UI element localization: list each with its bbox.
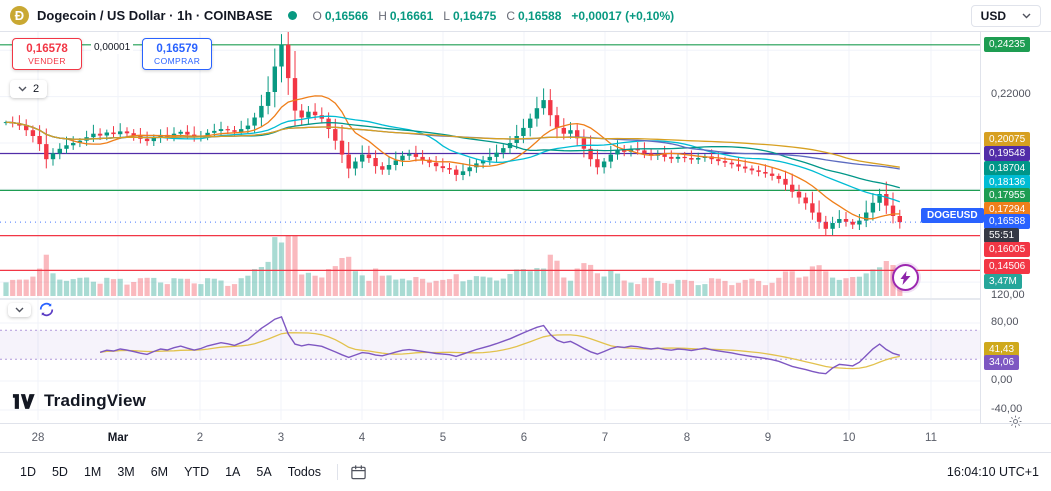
buy-button[interactable]: 0,16579 COMPRAR [142,38,213,70]
range-buttons: 1D 5D 1M 3M 6M YTD 1A 5A Todos [12,460,329,484]
countdown-tag: 55:51 [984,228,1020,243]
tradingview-wordmark: TradingView [44,391,147,410]
lightning-icon [900,270,911,285]
time-axis-label: 3 [277,432,285,444]
chevron-down-icon [18,86,27,92]
currency-selector[interactable]: USD [970,4,1041,27]
low-label: L [443,8,450,23]
price-axis-label: 0,22000 [991,88,1031,100]
price-axis-label: 0,18136 [984,175,1031,190]
hidden-indicator-count: 2 [33,83,40,95]
indicator-pane-controls [8,301,55,318]
time-axis-label: 8 [683,432,691,444]
rsi-signal-tag: 41,43 [984,342,1020,357]
chevron-down-icon [1022,13,1031,18]
time-axis-label: 7 [601,432,609,444]
price-axis-label: 0,17955 [984,188,1031,203]
range-button-5a[interactable]: 5A [248,460,279,484]
time-axis[interactable]: 28 Mar 2 3 4 5 6 7 8 9 10 11 [0,423,1051,452]
tradingview-mark-icon [12,393,35,409]
chart-header: Ð Dogecoin / US Dollar · 1h · COINBASE O… [0,0,1051,32]
chevron-down-icon [15,307,24,312]
spread-value: 0,00001 [91,41,134,54]
quick-trade-lightning-button[interactable] [892,264,919,291]
sell-label: VENDER [28,55,66,66]
bottom-toolbar: 1D 5D 1M 3M 6M YTD 1A 5A Todos 16:04:10 UTC+1 [0,452,1051,491]
high-value: 0,16661 [389,8,434,23]
sell-button[interactable]: 0,16578 VENDER [12,38,82,70]
chart-canvas[interactable] [0,32,980,423]
time-axis-label: 6 [520,432,528,444]
ohlc-values: O 0,16566 H 0,16661 L 0,16475 C 0,16588 +0,0… [305,9,674,23]
price-axis-label: -40,00 [991,403,1023,415]
price-axis-label: 0,17294 [984,202,1031,217]
time-axis-label: 11 [925,432,937,444]
time-axis-label: 2 [196,432,204,444]
calendar-icon [351,464,366,479]
range-button-1d[interactable]: 1D [12,460,44,484]
time-axis-label: 5 [439,432,447,444]
price-axis-label: 0,14506 [984,259,1031,274]
range-button-todos[interactable]: Todos [280,460,329,484]
symbol-title[interactable]: Dogecoin / US Dollar · 1h · COINBASE [37,8,273,23]
range-button-1m[interactable]: 1M [76,460,109,484]
price-axis-label: 0,20075 [984,132,1031,147]
last-price-tag: 0,16588 [984,214,1031,229]
market-status-dot [288,11,298,20]
time-axis-label: 9 [764,432,772,444]
change-value: +0,00017 (+0,10%) [571,8,675,23]
time-axis-label: 28 [31,432,45,444]
price-axis-label: 0,19548 [984,146,1031,161]
price-axis-label: 0,24235 [984,37,1031,52]
pane-separator[interactable] [0,298,1051,300]
range-button-1a[interactable]: 1A [217,460,248,484]
buy-price: 0,16579 [156,42,198,55]
high-label: H [378,8,387,23]
close-label: C [506,8,516,23]
open-value: 0,16566 [324,8,369,23]
refresh-cycle-icon[interactable] [38,301,55,318]
sell-price: 0,16578 [26,42,68,55]
price-axis-label: 0,18704 [984,161,1031,176]
price-scale-settings-gear-icon[interactable] [1006,412,1025,434]
trade-widget: 0,16578 VENDER 0,00001 0,16579 COMPRAR [12,38,213,70]
toolbar-divider [337,464,339,480]
tradingview-logo[interactable]: TradingView [12,391,146,411]
range-button-ytd[interactable]: YTD [176,460,217,484]
range-button-3m[interactable]: 3M [109,460,142,484]
price-axis-label: 120,00 [991,289,1025,301]
volume-tag: 3,47M [984,274,1022,289]
time-axis-label: 4 [358,432,366,444]
symbol-price-label: DOGEUSD [921,208,984,223]
dogecoin-icon: Ð [10,6,29,25]
price-axis-label: 0,00 [991,374,1013,386]
price-axis[interactable]: 0,24235 0,20075 0,19548 0,18704 0,18136 0,179… [980,32,1051,423]
buy-label: COMPRAR [154,55,201,66]
pane-collapse-button[interactable] [8,302,31,317]
close-value: 0,16588 [518,8,562,23]
time-axis-label: Mar [107,432,129,444]
time-axis-label: 10 [842,432,856,444]
range-button-6m[interactable]: 6M [143,460,176,484]
range-button-5d[interactable]: 5D [44,460,76,484]
open-label: O [312,8,322,23]
rsi-value-tag: 34,06 [984,355,1020,370]
legend-collapse-button[interactable]: 2 [10,80,48,98]
low-value: 0,16475 [452,8,497,23]
go-to-date-button[interactable] [346,460,371,485]
timezone-clock[interactable]: 16:04:10 UTC+1 [946,465,1039,479]
price-axis-label: 80,00 [991,316,1019,328]
price-axis-label: 0,16005 [984,242,1031,257]
currency-selector-value: USD [980,8,1006,23]
